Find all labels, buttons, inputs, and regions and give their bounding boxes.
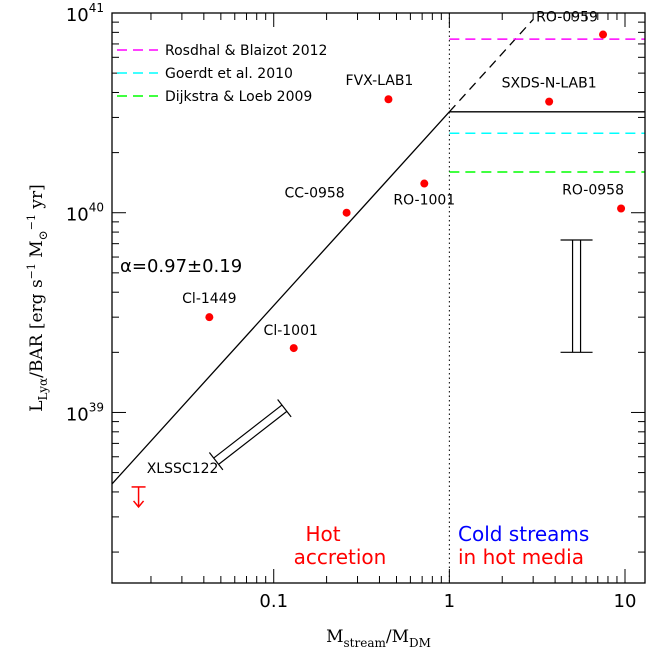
point-label: CC-0958: [284, 186, 344, 202]
plot-content: [112, 13, 645, 583]
y-tick-label: 1040: [66, 201, 104, 226]
error-bar-left-rail: [218, 410, 288, 465]
point-label: RO-0958: [562, 182, 624, 198]
data-point: [384, 95, 393, 104]
region-label-hot: accretion: [294, 545, 387, 569]
y-axis-label: LLyα/BAR [erg s−1 M⊙−1 yr]: [25, 184, 50, 412]
region-label-hot: Hot: [305, 522, 340, 546]
region-label-cold: in hot media: [458, 545, 584, 569]
data-point: [545, 97, 554, 106]
plot-frame: [111, 12, 646, 584]
x-tick-label: 1: [444, 591, 455, 612]
upper-limit-label: XLSSC122: [147, 461, 219, 477]
x-axis-label: Mstream/MDM: [326, 627, 431, 650]
x-tick-label: 0.1: [259, 591, 288, 612]
point-label: RO-1001: [393, 193, 455, 209]
data-point: [599, 30, 608, 39]
error-bar-left-cap: [277, 399, 292, 418]
x-tick-label: 10: [614, 591, 637, 612]
point-label: Cl-1001: [264, 323, 318, 339]
data-point: [205, 313, 214, 322]
y-tick-label: 1039: [66, 400, 104, 425]
data-point: [617, 204, 626, 213]
point-label: Cl-1449: [182, 291, 236, 307]
point-label: FVX-LAB1: [346, 73, 414, 89]
fit-line: [112, 111, 450, 485]
region-label-cold: Cold streams: [458, 522, 589, 546]
point-label: SXDS-N-LAB1: [502, 76, 597, 92]
data-point: [420, 179, 429, 188]
plot-area: 0.1 1 10 1039 1040 1041 Mstream/MDM LLyα/BAR [e…: [25, 1, 646, 650]
point-label: RO-0959: [536, 10, 598, 26]
error-bar-left-cap: [208, 452, 224, 471]
error-bar-left-rail: [213, 404, 283, 459]
fit-label: α=0.97±0.19: [120, 256, 242, 277]
fit-line-extension: [448, 18, 534, 113]
legend-label: Goerdt et al. 2010: [165, 66, 293, 82]
y-tick-label: 1041: [66, 1, 104, 26]
data-point: [342, 208, 351, 217]
legend-label: Dijkstra & Loeb 2009: [165, 89, 312, 105]
data-point: [289, 344, 298, 353]
upper-limit-arrow: [132, 500, 145, 509]
legend-label: Rosdhal & Blaizot 2012: [165, 43, 327, 59]
